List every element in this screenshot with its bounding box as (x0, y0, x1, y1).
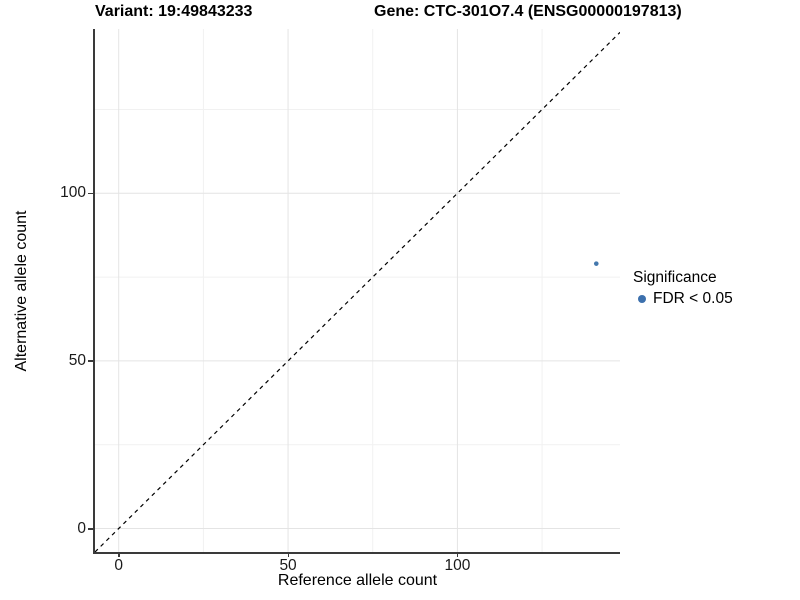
legend-item-fdr: FDR < 0.05 (633, 290, 733, 308)
x-tick-label: 50 (279, 557, 297, 574)
x-axis-title: Reference allele count (277, 572, 438, 589)
x-tick-mark (287, 552, 290, 557)
legend: Significance FDR < 0.05 (633, 269, 733, 308)
y-tick-mark (88, 192, 93, 195)
legend-point-icon (638, 295, 646, 303)
x-tick-label: 100 (444, 557, 471, 574)
legend-item-label: FDR < 0.05 (653, 290, 733, 307)
y-tick-label: 0 (77, 519, 86, 537)
x-tick-label: 0 (114, 557, 124, 574)
plot-title-variant: Variant: 19:49843233 (95, 3, 253, 20)
plot-panel (93, 29, 620, 554)
y-tick-mark (88, 360, 93, 362)
y-axis-title: Alternative allele count (13, 210, 30, 372)
x-tick-mark (118, 552, 120, 557)
legend-title: Significance (633, 269, 717, 286)
x-tick-mark (456, 552, 459, 557)
y-tick-label: 50 (68, 351, 86, 369)
y-tick-label: 100 (60, 184, 86, 202)
plot-title-gene: Gene: CTC-301O7.4 (ENSG00000197813) (374, 3, 682, 20)
y-tick-mark (88, 528, 93, 530)
data-point (593, 261, 599, 266)
plot-canvas (95, 29, 620, 552)
